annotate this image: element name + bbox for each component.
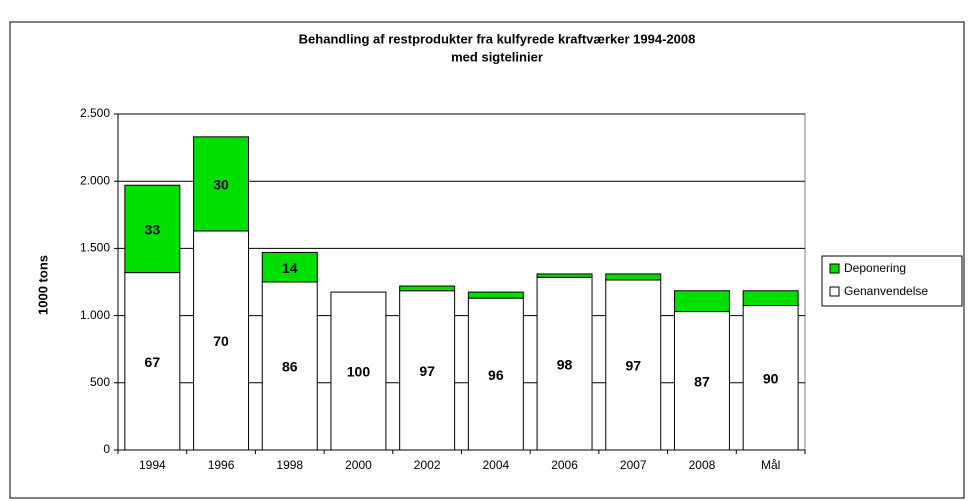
x-tick-label: 1994	[139, 458, 166, 472]
legend-label: Deponering	[844, 261, 906, 275]
bar-segment	[605, 279, 662, 451]
y-tick-label: 2.500	[80, 106, 110, 120]
data-label: 98	[557, 356, 573, 372]
data-label: 14	[282, 260, 298, 276]
x-tick-label: 1998	[276, 458, 303, 472]
data-label: 90	[763, 370, 779, 386]
legend-swatch	[829, 286, 840, 297]
bar-segment	[536, 273, 593, 278]
x-tick-label: 2007	[620, 458, 647, 472]
bar-segment	[673, 311, 730, 451]
data-label: 87	[694, 373, 710, 389]
bar-segment	[124, 184, 181, 274]
bar-segment	[467, 291, 524, 299]
chart-title: Behandling af restprodukter fra kulfyred…	[299, 31, 696, 46]
data-label: 33	[145, 222, 161, 238]
data-label: 30	[213, 177, 229, 193]
data-label: 67	[145, 354, 161, 370]
bar-segment	[261, 281, 318, 451]
bar-segment	[467, 297, 524, 451]
data-label: 96	[488, 367, 504, 383]
legend	[821, 255, 963, 307]
data-label: 97	[625, 358, 641, 374]
x-tick-label: 2002	[414, 458, 441, 472]
bar-segment	[399, 285, 456, 292]
x-tick-label: 2008	[689, 458, 716, 472]
data-label: 86	[282, 359, 298, 375]
x-tick-label: 2000	[345, 458, 372, 472]
data-label: 70	[213, 333, 229, 349]
bar-segment	[605, 273, 662, 281]
bar-segment	[261, 251, 318, 283]
bar-segment	[673, 290, 730, 313]
chart-subtitle: med sigtelinier	[451, 49, 543, 64]
bar-segment	[536, 276, 593, 451]
data-label: 100	[347, 364, 371, 380]
bar-segment	[124, 272, 181, 451]
x-tick-label: Mål	[761, 458, 780, 472]
bar-segment	[399, 290, 456, 451]
x-tick-label: 1996	[208, 458, 235, 472]
bar-segment	[330, 291, 387, 451]
y-tick-label: 0	[103, 442, 110, 456]
y-axis-label: 1000 tons	[35, 255, 50, 315]
bar-segment	[742, 305, 799, 451]
data-label: 97	[419, 363, 435, 379]
bar-segment	[742, 290, 799, 307]
legend-swatch	[829, 263, 840, 274]
x-tick-label: 2006	[551, 458, 578, 472]
bar-segment	[193, 136, 250, 232]
y-tick-label: 500	[90, 375, 110, 389]
y-tick-label: 1.000	[80, 308, 110, 322]
y-tick-label: 2.000	[80, 173, 110, 187]
x-tick-label: 2004	[482, 458, 509, 472]
legend-label: Genanvendelse	[844, 284, 928, 298]
y-tick-label: 1.500	[80, 241, 110, 255]
